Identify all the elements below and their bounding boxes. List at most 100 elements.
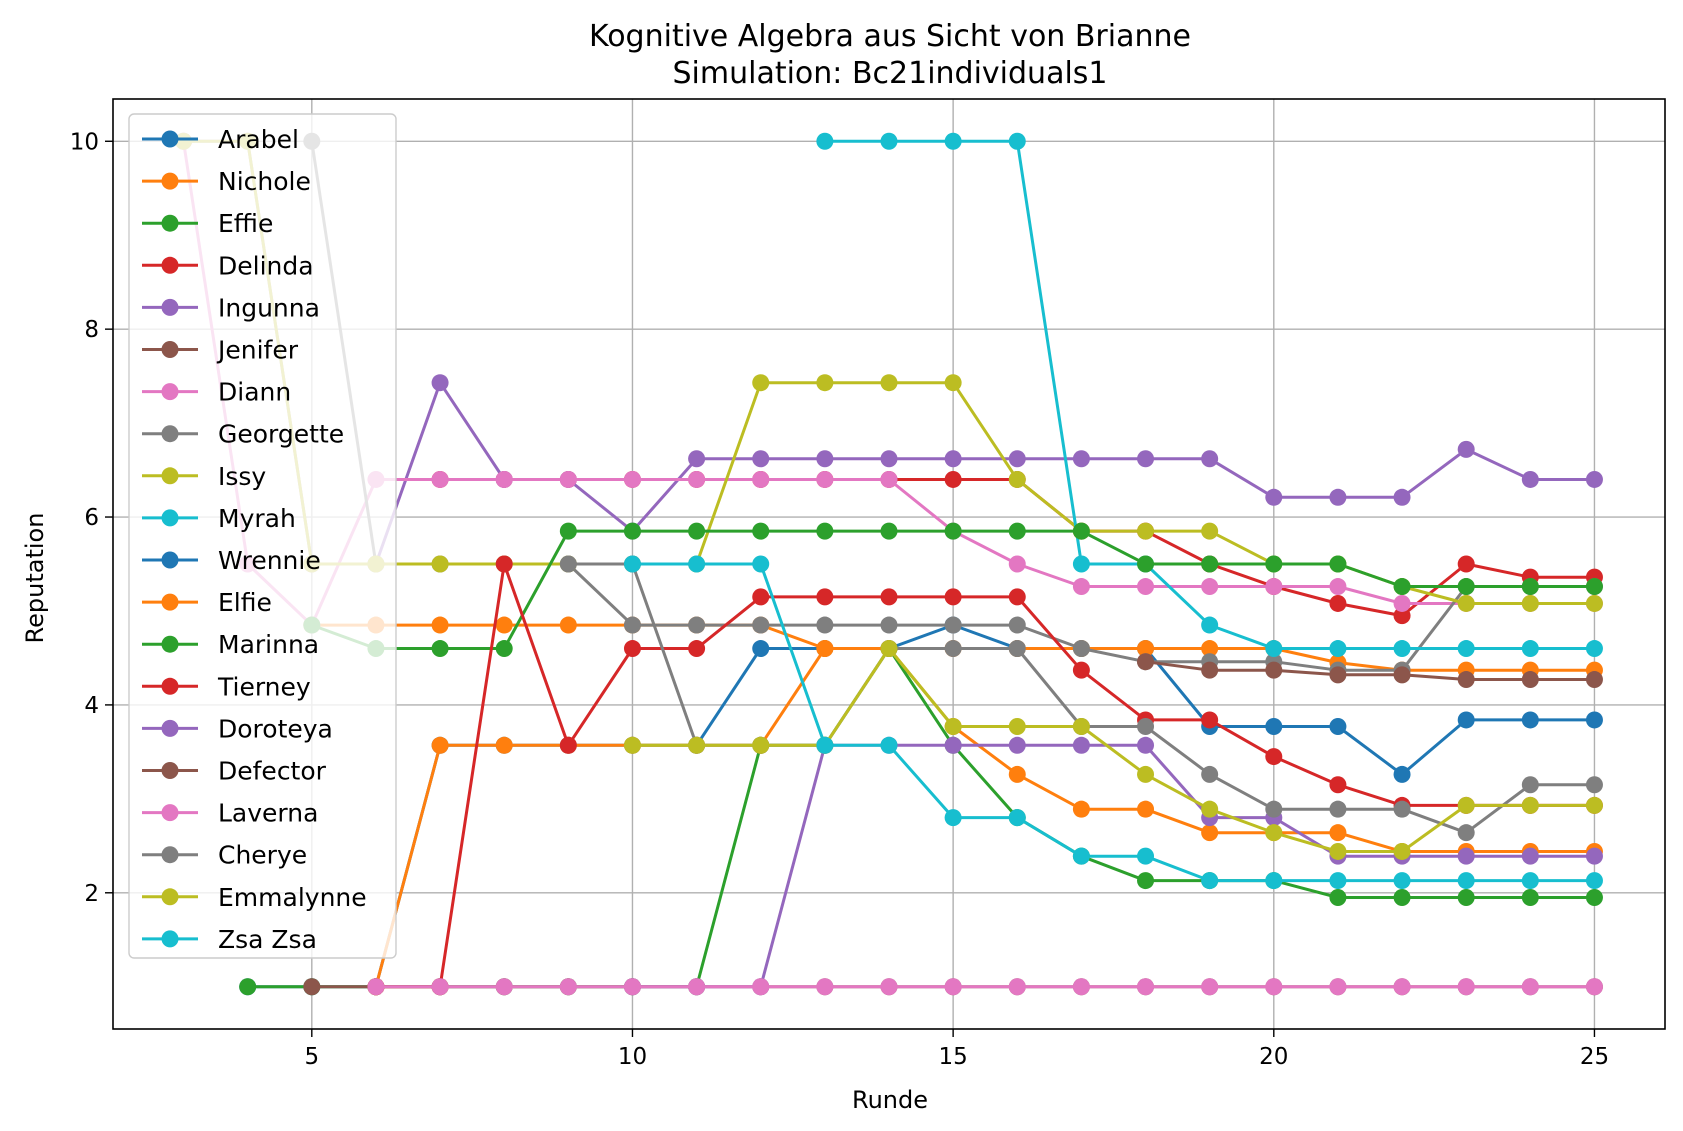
data-point — [1329, 978, 1347, 996]
legend-item: Marinna — [142, 630, 319, 659]
data-point — [623, 978, 641, 996]
y-tick-label: 2 — [84, 881, 99, 907]
chart-subtitle: Simulation: Bc21individuals1 — [673, 56, 1108, 91]
legend-marker — [161, 509, 179, 527]
data-point — [1585, 847, 1603, 865]
series-laverna — [367, 978, 1603, 996]
data-point — [1329, 888, 1347, 906]
data-point — [752, 588, 770, 606]
data-point — [816, 132, 834, 150]
data-point — [1072, 661, 1090, 679]
legend-label: Defector — [218, 757, 327, 786]
series-defector — [1137, 653, 1603, 689]
data-point — [1457, 640, 1475, 658]
data-point — [1008, 765, 1026, 783]
data-point — [1521, 847, 1539, 865]
legend-item: Tierney — [142, 672, 311, 701]
x-tick-label: 25 — [1580, 1044, 1609, 1070]
data-point — [431, 555, 449, 573]
data-point — [1457, 555, 1475, 573]
data-point — [1393, 888, 1411, 906]
data-point — [1521, 776, 1539, 794]
data-point — [1008, 736, 1026, 754]
legend-marker — [161, 256, 179, 274]
data-point — [1008, 555, 1026, 573]
data-point — [1393, 640, 1411, 658]
legend-label: Arabel — [218, 125, 299, 154]
data-point — [1137, 978, 1155, 996]
data-point — [880, 132, 898, 150]
data-point — [559, 616, 577, 634]
data-point — [944, 374, 962, 392]
data-point — [1137, 736, 1155, 754]
data-point — [880, 588, 898, 606]
data-point — [816, 522, 834, 540]
data-point — [1585, 796, 1603, 814]
legend-label: Delinda — [218, 251, 314, 280]
legend-marker — [161, 551, 179, 569]
data-point — [752, 450, 770, 468]
data-point — [688, 640, 706, 658]
data-point — [1329, 824, 1347, 842]
x-tick-label: 20 — [1259, 1044, 1288, 1070]
data-point — [1265, 661, 1283, 679]
legend-marker — [161, 467, 179, 485]
data-point — [1521, 796, 1539, 814]
data-point — [1457, 440, 1475, 458]
data-point — [1008, 588, 1026, 606]
y-tick-label: 10 — [70, 129, 99, 155]
legend-label: Tierney — [217, 672, 311, 701]
data-point — [1265, 978, 1283, 996]
data-point — [559, 522, 577, 540]
data-point — [816, 374, 834, 392]
legend-item: Laverna — [142, 799, 318, 828]
y-tick-label: 8 — [84, 317, 99, 343]
data-point — [1457, 711, 1475, 729]
data-point — [944, 736, 962, 754]
data-point — [623, 555, 641, 573]
data-point — [431, 470, 449, 488]
data-point — [1329, 800, 1347, 818]
legend-marker — [161, 804, 179, 822]
data-point — [944, 616, 962, 634]
y-tick-label: 4 — [84, 693, 99, 719]
data-point — [752, 374, 770, 392]
series-layer — [175, 132, 1603, 996]
legend-marker — [161, 130, 179, 148]
data-point — [752, 616, 770, 634]
data-point — [1457, 578, 1475, 596]
data-point — [1329, 718, 1347, 736]
legend-item: Arabel — [142, 125, 299, 154]
data-point — [752, 736, 770, 754]
data-point — [1072, 578, 1090, 596]
data-point — [1201, 872, 1219, 890]
legend-label: Diann — [218, 378, 291, 407]
data-point — [1137, 847, 1155, 865]
legend-item: Zsa Zsa — [142, 925, 317, 954]
data-point — [1521, 640, 1539, 658]
data-point — [688, 616, 706, 634]
data-point — [816, 978, 834, 996]
data-point — [944, 809, 962, 827]
legend-label: Ingunna — [218, 293, 320, 322]
series-doroteya — [623, 736, 1603, 996]
legend-item: Ingunna — [142, 293, 320, 322]
data-point — [1457, 796, 1475, 814]
series-myrah — [816, 132, 1603, 658]
data-point — [1265, 824, 1283, 842]
data-point — [1008, 809, 1026, 827]
data-point — [1585, 640, 1603, 658]
data-point — [1393, 842, 1411, 860]
data-point — [1201, 522, 1219, 540]
data-point — [688, 555, 706, 573]
data-point — [752, 978, 770, 996]
data-point — [816, 470, 834, 488]
data-point — [1265, 578, 1283, 596]
data-point — [816, 640, 834, 658]
data-point — [1521, 888, 1539, 906]
legend-label: Cherye — [218, 841, 307, 870]
legend-marker — [161, 888, 179, 906]
data-point — [495, 616, 513, 634]
x-axis-label: Runde — [852, 1086, 928, 1114]
